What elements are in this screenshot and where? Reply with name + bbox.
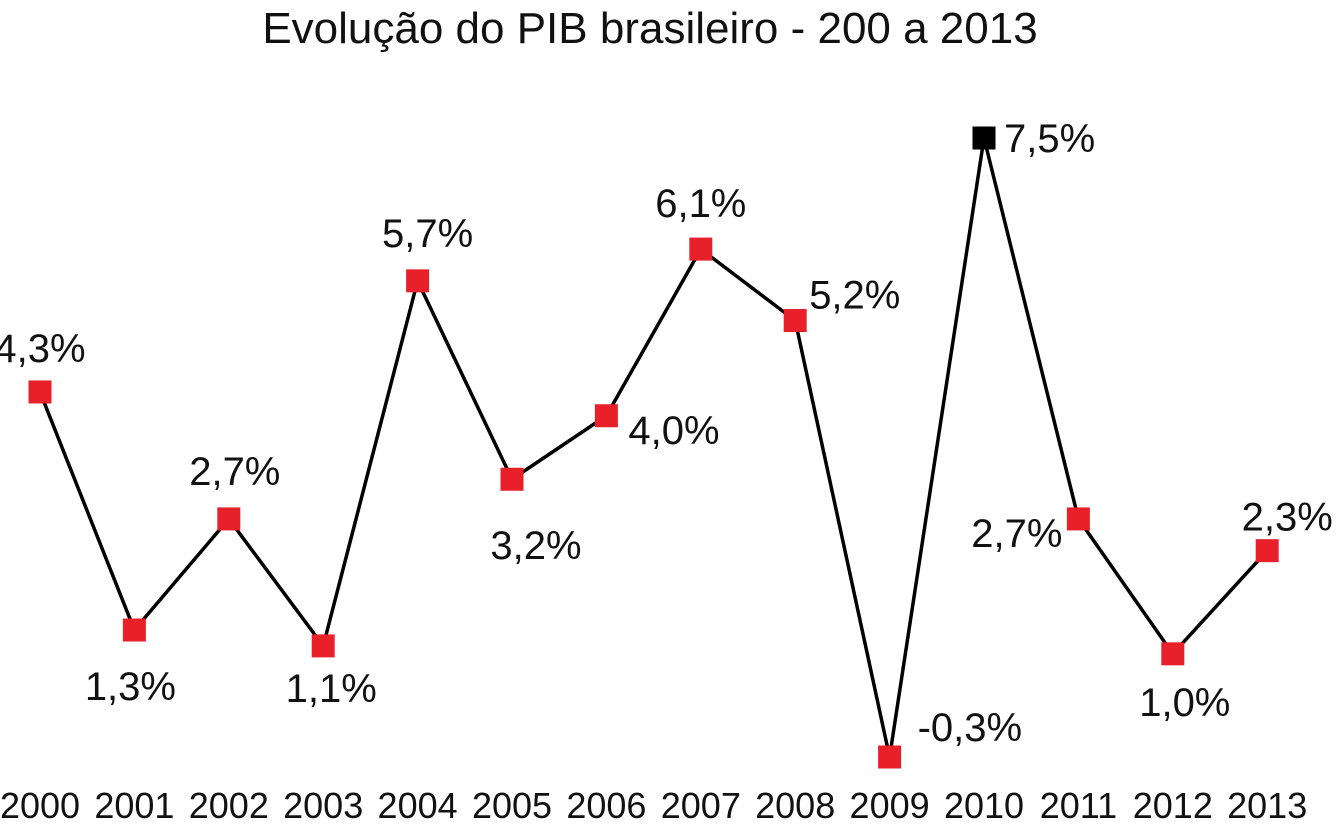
x-tick-label-2011: 2011 xyxy=(1040,785,1117,826)
data-point-2000 xyxy=(28,380,52,404)
data-point-2004 xyxy=(406,269,430,293)
series-line-layer xyxy=(38,137,1269,758)
data-label-2013: 2,3% xyxy=(1242,496,1333,540)
x-tick-label-2001: 2001 xyxy=(94,785,174,826)
data-point-2013 xyxy=(1255,539,1279,563)
data-label-2003: 1,1% xyxy=(286,667,377,711)
data-label-2004: 5,7% xyxy=(382,212,473,256)
marker-layer xyxy=(28,126,1279,769)
chart-title: Evolução do PIB brasileiro - 200 a 2013 xyxy=(262,4,1038,53)
x-tick-label-2004: 2004 xyxy=(378,785,458,826)
data-point-2008 xyxy=(783,309,807,333)
x-tick-label-2007: 2007 xyxy=(661,785,741,826)
data-point-2010 xyxy=(972,126,996,150)
x-tick-label-2012: 2012 xyxy=(1133,785,1213,826)
data-label-2001: 1,3% xyxy=(85,665,176,709)
x-tick-label-2006: 2006 xyxy=(566,785,646,826)
x-tick-label-2010: 2010 xyxy=(944,785,1024,826)
data-label-2009: -0,3% xyxy=(918,706,1023,750)
x-tick-label-2000: 2000 xyxy=(0,785,80,826)
x-tick-label-2008: 2008 xyxy=(755,785,835,826)
x-tick-label-2013: 2013 xyxy=(1227,785,1307,826)
data-point-2009 xyxy=(878,745,902,769)
x-tick-layer: 2000 2001 2002 2003 2004 2005 2006 2007 2008 2009… xyxy=(0,785,1307,826)
data-label-2012: 1,0% xyxy=(1139,681,1230,725)
series-line xyxy=(38,137,1269,758)
data-label-2007: 6,1% xyxy=(655,182,746,226)
data-label-2006: 4,0% xyxy=(628,409,719,453)
data-label-2008: 5,2% xyxy=(809,274,900,318)
data-point-2002 xyxy=(217,507,241,531)
data-point-2005 xyxy=(500,467,524,491)
data-point-2012 xyxy=(1161,642,1185,666)
data-point-2007 xyxy=(689,237,713,261)
data-label-2010: 7,5% xyxy=(1004,117,1095,161)
data-point-2003 xyxy=(311,634,335,658)
data-label-2011: 2,7% xyxy=(971,512,1062,556)
data-label-2002: 2,7% xyxy=(189,450,280,494)
data-point-2011 xyxy=(1066,507,1090,531)
data-point-2006 xyxy=(594,404,618,428)
data-label-layer: 4,3% 1,3% 2,7% 1,1% 5,7% 3,2% 4,0% 6,1% 5,2% -0,3… xyxy=(0,117,1333,750)
x-tick-label-2002: 2002 xyxy=(189,785,269,826)
x-tick-label-2003: 2003 xyxy=(283,785,363,826)
x-tick-label-2009: 2009 xyxy=(850,785,930,826)
x-tick-label-2005: 2005 xyxy=(472,785,552,826)
data-label-2000: 4,3% xyxy=(0,327,86,371)
data-point-2001 xyxy=(122,618,146,642)
data-label-2005: 3,2% xyxy=(490,524,581,568)
